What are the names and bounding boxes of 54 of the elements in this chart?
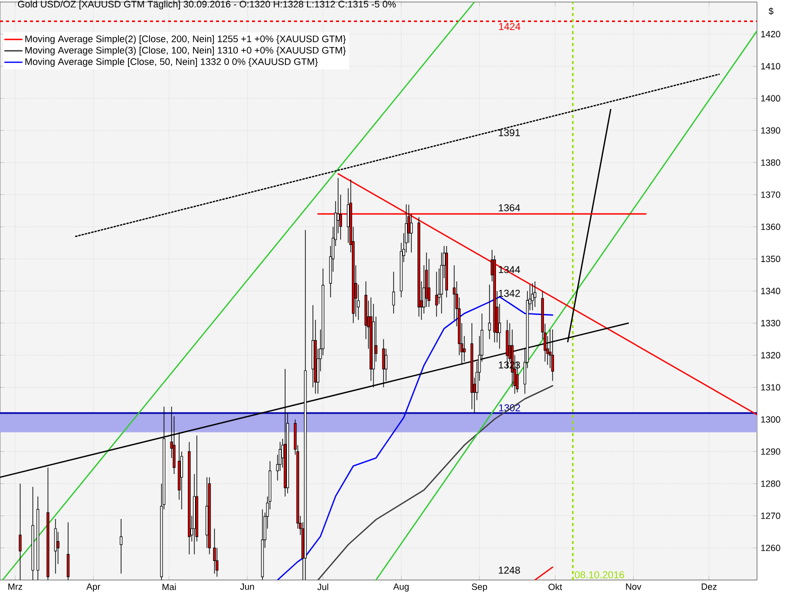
legend-label: Moving Average Simple [Close, 50, Nein] 1332 0 0% {XAUUSD GTM} [25, 58, 318, 67]
ref-line-label: 1424 [499, 22, 520, 30]
y-tick-label: 1300 [761, 416, 780, 423]
candlestick [213, 528, 216, 574]
candlestick [498, 303, 501, 350]
candlestick [120, 518, 122, 574]
annotation: 1364 [498, 204, 520, 212]
candlestick [488, 284, 491, 340]
x-tick-label: Sep [472, 584, 488, 592]
y-tick-label: 1330 [761, 320, 780, 326]
x-tick-label: Dez [702, 584, 717, 590]
candlestick [382, 338, 385, 388]
y-axis-title: $ [768, 8, 774, 15]
x-tick-label: Jun [240, 584, 254, 590]
ref-line-label: 08.10.2016 [574, 571, 624, 578]
legend-label: Moving Average Simple(2) [Close, 200, Nein] 1255 +1 +0% {XAUUSD GTM} [25, 35, 346, 44]
y-tick-label: 1290 [761, 448, 780, 455]
annotation: 1391 [498, 129, 520, 136]
annotation: 1342 [498, 290, 520, 297]
x-tick-label: Jul [317, 584, 328, 590]
y-tick-label: 1310 [761, 384, 780, 391]
candlestick [54, 518, 57, 574]
y-tick-label: 1360 [761, 224, 780, 230]
y-tick-label: 1380 [761, 159, 780, 166]
legend-label: Moving Average Simple(3) [Close, 100, Nein] 1310 +0 +0% {XAUUSD GTM} [25, 46, 346, 56]
chart-title: Gold USD/OZ [XAUUSD GTM Täglich] 30.09.2016 - O:1320 H:1328 L:1312 C:1315 -5 0% [18, 0, 396, 10]
y-tick-label: 1420 [761, 30, 780, 38]
line-series [276, 296, 554, 580]
x-tick-label: Apr [86, 584, 100, 592]
x-tick-label: Aug [393, 584, 409, 592]
candlestick [534, 281, 536, 308]
y-tick-label: 1280 [761, 480, 780, 487]
y-tick-label: 1400 [761, 95, 780, 102]
y-tick-label: 1350 [761, 256, 780, 262]
y-tick-label: 1340 [761, 288, 780, 294]
line-series [317, 385, 554, 580]
x-tick-label: Okt [548, 584, 562, 590]
x-tick-label: Nov [626, 584, 642, 590]
candlestick [346, 188, 350, 244]
y-tick-label: 1320 [761, 352, 780, 358]
candlestick [551, 329, 554, 382]
x-tick-label: Mai [162, 584, 176, 590]
y-tick-label: 1270 [761, 512, 780, 519]
candlestick [392, 271, 396, 314]
candlestick [462, 336, 466, 362]
candlestick [435, 271, 438, 318]
x-tick-label: Mrz [8, 584, 22, 590]
y-tick-label: 1390 [761, 127, 780, 134]
annotation: 1248 [498, 566, 520, 574]
y-tick-label: 1410 [761, 63, 780, 70]
y-tick-label: 1260 [761, 544, 780, 552]
y-tick-label: 1370 [761, 191, 780, 198]
candlestick [410, 214, 413, 253]
candlestick [531, 282, 534, 311]
